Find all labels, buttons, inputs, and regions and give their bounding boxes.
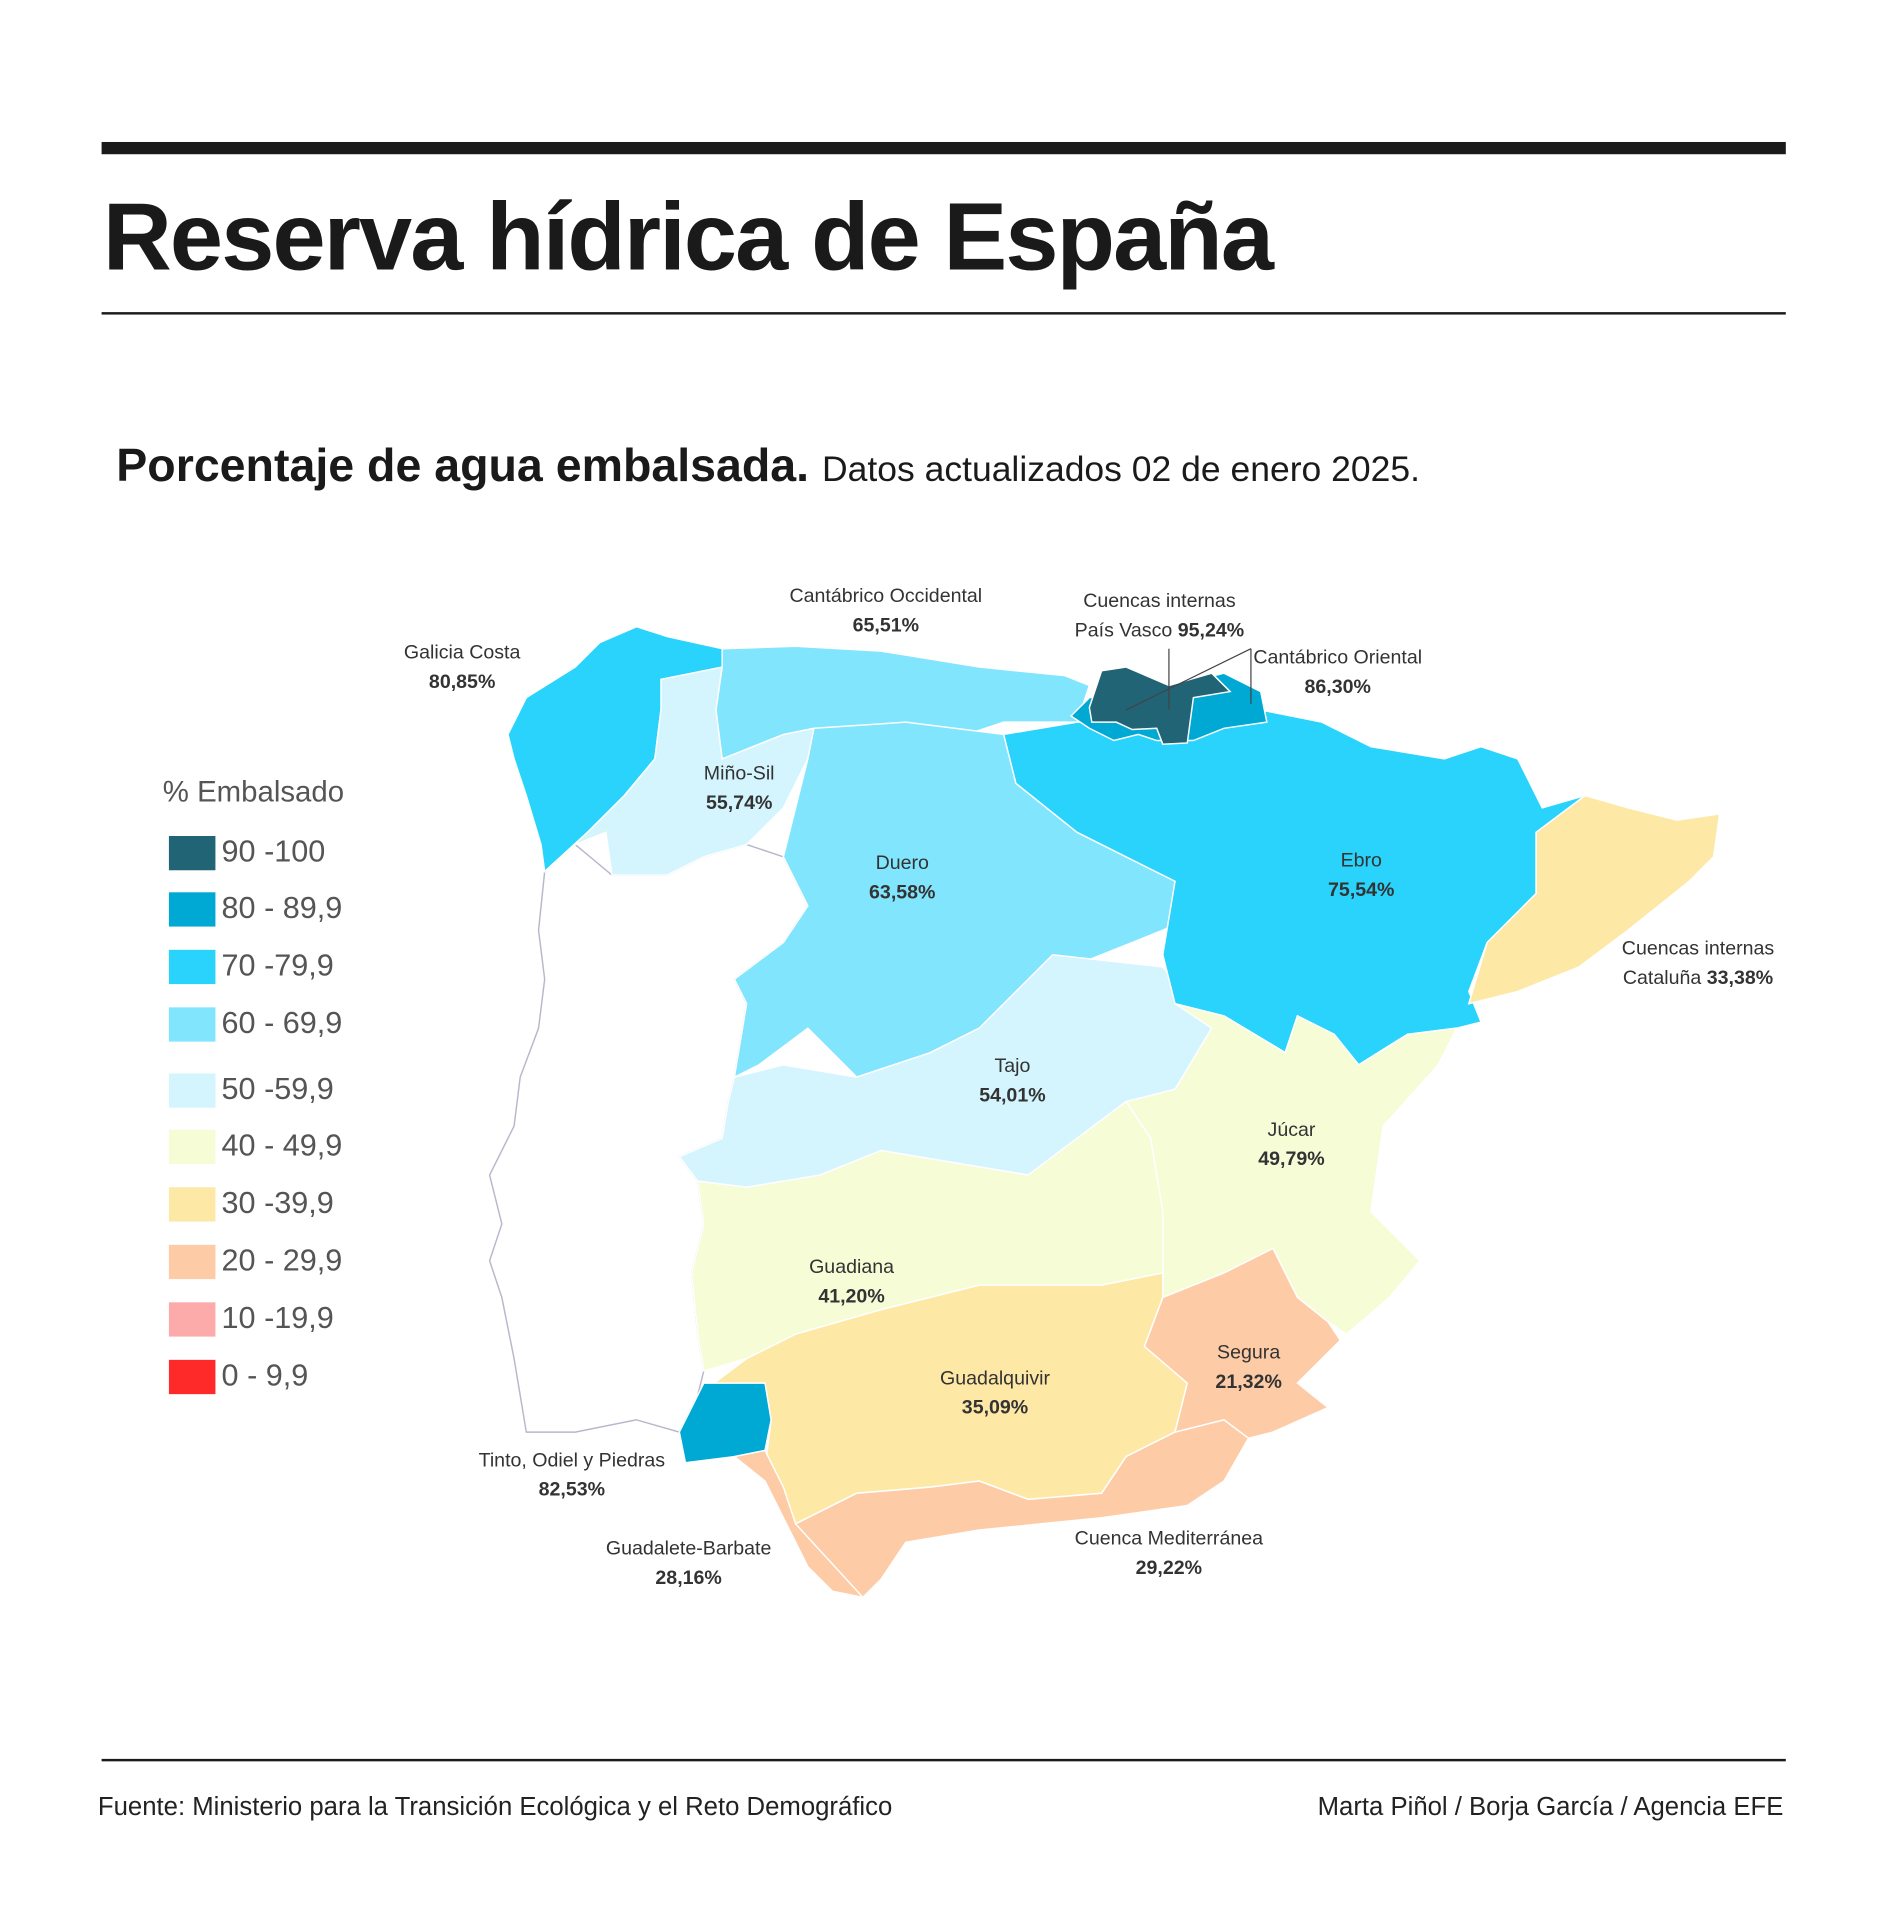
label-mediterranea: Cuenca Mediterránea 29,22% (1074, 1528, 1264, 1579)
legend-item: 60 - 69,9 (168, 1006, 343, 1042)
basin-pais-vasco[interactable] (1088, 666, 1232, 745)
subtitle-bold: Porcentaje de agua embalsada. (116, 440, 810, 493)
label-tinto-odiel: Tinto, Odiel y Piedras 82,53% (478, 1450, 666, 1501)
label-guadalquivir: Guadalquivir 35,09% (940, 1368, 1050, 1419)
legend-label: 0 - 9,9 (221, 1358, 309, 1393)
basin-tinto-odiel[interactable] (678, 1382, 772, 1464)
legend-swatch (168, 1301, 216, 1336)
legend-item: 70 -79,9 (168, 948, 334, 984)
top-rule (101, 141, 1786, 155)
legend-label: 10 -19,9 (221, 1301, 334, 1336)
label-duero: Duero 63,58% (869, 853, 936, 904)
legend-item: 10 -19,9 (168, 1301, 334, 1336)
legend-label: 70 -79,9 (221, 948, 334, 983)
legend-label: 40 - 49,9 (221, 1128, 343, 1163)
label-guadiana: Guadiana 41,20% (809, 1257, 894, 1308)
label-cantabrico-oriental: Cantábrico Oriental 86,30% (1253, 647, 1423, 698)
label-segura: Segura 21,32% (1215, 1342, 1282, 1393)
label-pais-vasco: Cuencas internas País Vasco 95,24% (1074, 591, 1245, 642)
title-rule (101, 312, 1786, 315)
legend-item: 30 -39,9 (168, 1186, 334, 1221)
label-ebro: Ebro 75,54% (1328, 850, 1395, 901)
legend-item: 50 -59,9 (168, 1072, 334, 1108)
legend-swatch (168, 1359, 216, 1394)
legend-label: 90 -100 (221, 834, 326, 870)
label-cantabrico-occidental: Cantábrico Occidental 65,51% (789, 586, 983, 637)
legend-item: 80 - 89,9 (168, 891, 343, 926)
legend-swatch (168, 949, 216, 984)
subtitle-date: Datos actualizados 02 de enero 2025. (822, 450, 1420, 490)
legend-swatch (168, 1006, 216, 1042)
legend-item: 40 - 49,9 (168, 1128, 343, 1164)
legend-label: 50 -59,9 (221, 1072, 334, 1107)
legend-swatch (168, 1244, 216, 1279)
label-cataluna: Cuencas internas Cataluña 33,38% (1621, 938, 1775, 989)
basin-segura[interactable] (1143, 1247, 1342, 1439)
page-title: Reserva hídrica de España (102, 182, 1274, 291)
label-mino-sil: Miño-Sil 55,74% (703, 763, 775, 814)
legend-item: 0 - 9,9 (168, 1358, 309, 1394)
legend-label: 80 - 89,9 (221, 891, 343, 926)
legend-label: 30 -39,9 (221, 1186, 334, 1221)
legend-swatch (168, 1072, 216, 1108)
basin-cataluna[interactable] (1467, 794, 1721, 1005)
basin-ebro[interactable] (1002, 709, 1586, 1066)
label-galicia: Galicia Costa 80,85% (403, 642, 521, 693)
legend-item: 20 - 29,9 (168, 1243, 343, 1279)
subtitle: Porcentaje de agua embalsada. Datos actu… (116, 441, 1420, 494)
leader-lines (1125, 648, 1252, 711)
legend-swatch (168, 891, 216, 926)
legend-swatch (168, 1129, 216, 1164)
legend-label: 60 - 69,9 (221, 1006, 343, 1041)
label-jucar: Júcar 49,79% (1258, 1119, 1325, 1171)
source-text: Fuente: Ministerio para la Transición Ec… (97, 1793, 893, 1822)
legend-item: 90 -100 (168, 834, 326, 870)
label-tajo: Tajo 54,01% (979, 1056, 1046, 1107)
legend-swatch (168, 1186, 216, 1221)
footer-rule (101, 1758, 1786, 1762)
legend-title: % Embalsado (162, 776, 345, 810)
legend-label: 20 - 29,9 (221, 1243, 343, 1278)
label-guadalete-barbate: Guadalete-Barbate 28,16% (605, 1538, 772, 1589)
credit-text: Marta Piñol / Borja García / Agencia EFE (1317, 1793, 1784, 1822)
legend-swatch (168, 835, 216, 870)
